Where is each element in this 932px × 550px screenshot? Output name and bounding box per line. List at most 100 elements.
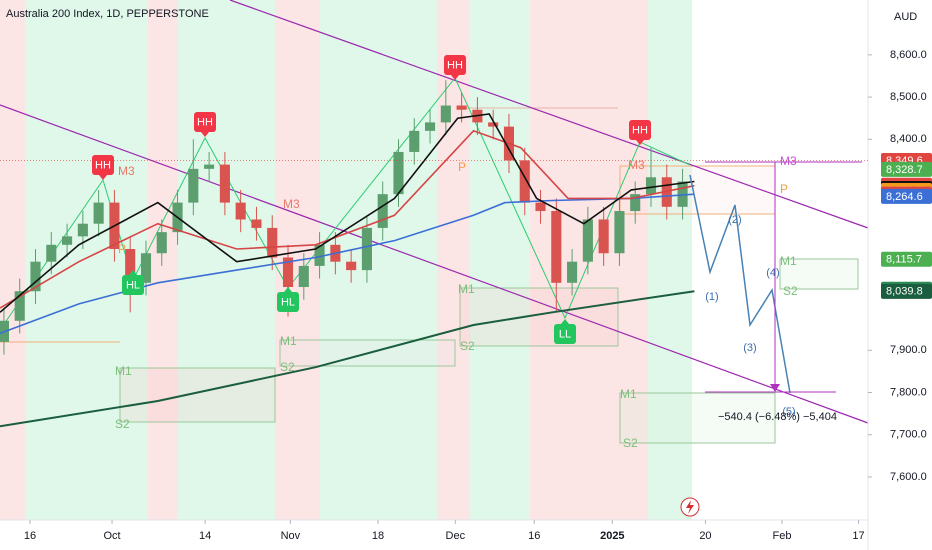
pivot-label: S2	[783, 284, 798, 298]
candle-body	[425, 122, 436, 131]
swing-marker	[194, 112, 216, 132]
candle-body	[519, 160, 530, 203]
candle-body	[267, 227, 278, 258]
y-tick-label: 8,500.0	[890, 91, 927, 103]
candle-body	[346, 261, 357, 271]
y-tick-label: 7,600.0	[890, 471, 927, 483]
measure-label: −540.4 (−6.48%) −5,404	[718, 411, 837, 423]
candle-body	[30, 261, 41, 292]
pivot-label: S2	[280, 360, 295, 374]
x-tick-label: 14	[199, 530, 211, 542]
swing-pointer	[201, 132, 209, 137]
wave-label: (5)	[782, 406, 795, 418]
y-tick-label: 8,400.0	[890, 133, 927, 145]
x-tick-label: 16	[528, 530, 540, 542]
candle-body	[62, 236, 73, 245]
candle-body	[46, 244, 57, 262]
candle-body	[677, 181, 688, 207]
swing-label: HL	[281, 296, 295, 308]
swing-marker	[92, 155, 114, 175]
pivot-label: M1	[115, 364, 132, 378]
price-label-box	[881, 283, 932, 299]
pivot-label: M3	[780, 154, 797, 168]
candle-body	[614, 211, 625, 254]
swing-pointer	[129, 270, 137, 275]
candle-body	[140, 253, 152, 283]
x-tick-label: Feb	[773, 530, 792, 542]
candle-body	[77, 223, 88, 237]
x-tick-label: 16	[24, 530, 36, 542]
swing-label: LL	[559, 328, 571, 340]
swing-marker	[277, 292, 299, 312]
pivot-label: P	[780, 182, 788, 196]
candle-body	[409, 130, 420, 152]
pivot-label: M3	[118, 164, 135, 178]
x-tick-label: 18	[372, 530, 384, 542]
moving-average	[0, 290, 695, 428]
pivot-label: M1	[780, 254, 797, 268]
wave-label: (4)	[766, 267, 779, 279]
candle-body	[551, 211, 562, 283]
swing-label: HH	[95, 159, 111, 171]
session-bands	[0, 0, 692, 520]
pivot-label: M3	[628, 158, 645, 172]
chart-title: Australia 200 Index, 1D, PEPPERSTONE	[6, 8, 209, 20]
candle-body	[188, 168, 199, 203]
swing-marker	[554, 324, 576, 344]
y-tick-label: 7,900.0	[890, 344, 927, 356]
pivot-label: M1	[620, 387, 637, 401]
x-tick-label: Nov	[281, 530, 301, 542]
price-label-box	[881, 161, 932, 177]
x-tick-label: 17	[852, 530, 864, 542]
pivot-label: S2	[460, 339, 475, 353]
alert-icon[interactable]	[680, 497, 700, 517]
projection	[689, 161, 862, 394]
series	[0, 80, 695, 428]
x-tick-label: Oct	[103, 530, 120, 542]
swing-label: HL	[126, 279, 140, 291]
pivot-label: M3	[283, 197, 300, 211]
price-label-box	[881, 188, 932, 204]
candle-body	[645, 177, 657, 195]
x-tick-label: Dec	[446, 530, 466, 542]
candle-body	[125, 249, 136, 283]
swing-label: HH	[447, 59, 463, 71]
pivot-boxes	[0, 107, 859, 444]
candle-body	[361, 227, 372, 271]
candle-body	[630, 194, 641, 212]
price-label: 8,115.7	[886, 254, 922, 266]
candle-body	[488, 122, 499, 127]
pivot-label: M1	[280, 334, 297, 348]
pivot-label: P	[458, 160, 466, 174]
candle-body	[598, 219, 609, 254]
candle-body	[156, 232, 167, 254]
candle-body	[251, 219, 262, 228]
pivot-label: M1	[458, 282, 475, 296]
candle-body	[298, 265, 309, 288]
axes: 8,600.0 8,500.0 8,400.0 7,900.0 7,800.0 7,700…	[0, 49, 932, 542]
candle-body	[377, 194, 388, 228]
wave-label: (3)	[743, 342, 756, 354]
candle-body	[93, 202, 104, 224]
price-label: 8,039.8	[886, 286, 923, 298]
candle-body	[582, 219, 593, 262]
candle-body	[393, 151, 404, 195]
candle-body	[567, 261, 578, 283]
candle-body	[204, 164, 215, 169]
swing-label: HH	[197, 116, 213, 128]
candle-body	[14, 291, 25, 321]
currency[interactable]: AUD	[894, 11, 917, 23]
pivot-label: P	[118, 242, 126, 256]
pivot-label: S2	[623, 436, 638, 450]
moving-average	[0, 129, 695, 309]
swing-label: HH	[632, 124, 648, 136]
swing-marker	[444, 55, 466, 75]
swing-pointer	[284, 287, 292, 292]
channel-lower	[0, 104, 869, 424]
candle-body	[456, 105, 467, 110]
candle-body	[535, 202, 546, 212]
swing-pointer	[99, 175, 107, 180]
y-tick-label: 8,600.0	[890, 49, 927, 61]
candle-body	[282, 257, 294, 288]
